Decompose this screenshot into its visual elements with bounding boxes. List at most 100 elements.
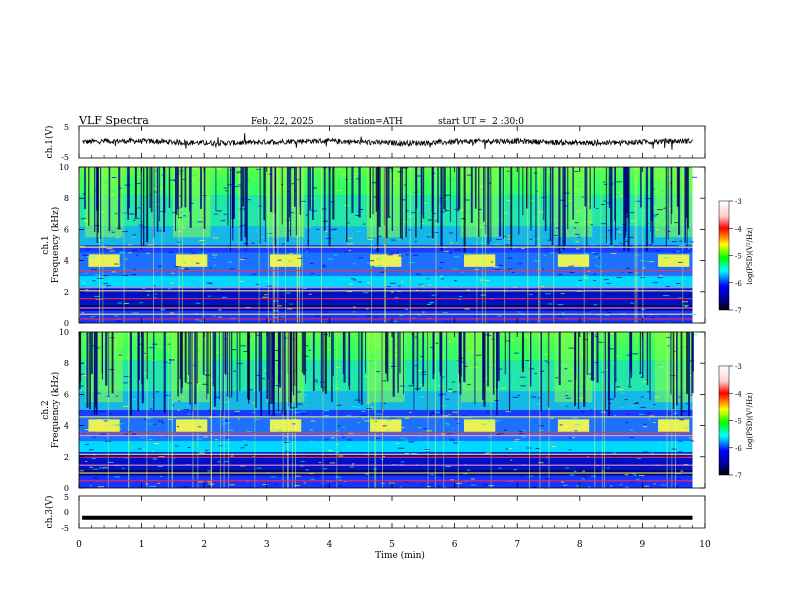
spec-speckle (636, 458, 642, 460)
spec-speckle (399, 486, 402, 488)
spec-speckle (456, 351, 459, 353)
spec-speckle (285, 191, 289, 193)
spec-speckle (467, 384, 471, 386)
spec-speckle (606, 343, 610, 345)
spec-speckle (381, 380, 386, 382)
spec-sferic-dark (456, 167, 458, 242)
spec-speckle (661, 265, 665, 267)
spec-speckle (453, 228, 457, 230)
spec-speckle (540, 268, 545, 270)
spec-speckle (266, 215, 269, 217)
spec-speckle (553, 249, 560, 251)
spec-speckle (446, 424, 451, 426)
spec-sferic-dark (676, 167, 679, 207)
spec-speckle (261, 378, 266, 380)
spec-speckle (225, 436, 231, 438)
spec-speckle (659, 366, 663, 368)
spec-sferic-bright (457, 332, 459, 488)
spec-speckle (660, 188, 663, 190)
spec-speckle (409, 262, 415, 263)
spec-speckle (572, 417, 578, 419)
spec-speckle (256, 334, 261, 336)
spec-sferic-dark (358, 167, 361, 218)
spec-speckle (630, 176, 634, 178)
spec-speckle (454, 385, 460, 387)
spec-speckle (364, 420, 370, 422)
spec-speckle (581, 478, 585, 480)
spec-sferic-bright (238, 167, 240, 323)
spec-burst-patch (658, 419, 690, 432)
spec-speckle (504, 212, 508, 214)
spec-speckle (241, 224, 245, 226)
spec-speckle (466, 174, 473, 176)
spec-speckle (260, 349, 265, 351)
spec-sferic-dark (351, 167, 354, 213)
spec-sferic-dark (140, 167, 142, 250)
spec-speckle (157, 225, 161, 227)
spec-speckle (481, 241, 485, 243)
spec-speckle (618, 351, 622, 353)
spec-speckle (643, 451, 648, 453)
spec-speckle (347, 291, 352, 293)
spec-speckle (620, 173, 626, 174)
spec-burst-patch (557, 419, 590, 432)
spec-speckle (322, 266, 327, 268)
spec-speckle (657, 288, 664, 290)
spec-speckle (606, 202, 611, 204)
spec-speckle (421, 278, 428, 280)
spec-speckle (454, 208, 461, 210)
spec-speckle (372, 180, 379, 182)
spec-speckle (366, 282, 371, 284)
spec-sferic-dark (422, 332, 425, 387)
spec-speckle (293, 411, 300, 413)
spec-speckle (292, 419, 298, 421)
spec-speckle (674, 415, 678, 417)
spec-speckle (442, 405, 447, 407)
spec-speckle (562, 484, 568, 486)
spec-burst-patch (463, 419, 496, 432)
spec-speckle (283, 442, 290, 443)
spec-speckle (118, 321, 123, 323)
spec-speckle (670, 238, 674, 240)
spec-speckle (532, 486, 537, 488)
spec-speckle (484, 459, 487, 461)
spec-sferic-dark (299, 167, 302, 215)
spec-speckle (551, 445, 557, 447)
spec-speckle (89, 404, 93, 406)
spec-speckle (449, 242, 453, 244)
spec-speckle (454, 280, 457, 282)
spec-speckle (505, 410, 511, 412)
spec-speckle (335, 366, 341, 368)
spec-speckle (218, 336, 224, 338)
spec-speckle (251, 355, 256, 357)
spec-sferic-dark (490, 167, 492, 242)
spec-sferic-dark (499, 167, 502, 237)
spec-speckle (135, 207, 141, 209)
spec-speckle (683, 304, 689, 306)
spec-speckle (310, 440, 314, 442)
spec-speckle (168, 288, 172, 290)
spec-speckle (650, 452, 655, 454)
spec-speckle (305, 345, 309, 347)
spec-speckle (275, 359, 279, 361)
spec-speckle (541, 309, 547, 311)
spec-speckle (135, 254, 139, 256)
spec-sferic-dark (224, 332, 227, 374)
spec-speckle (690, 314, 696, 316)
spec-sferic-bright (368, 332, 369, 488)
ytick-label: 10 (59, 328, 69, 337)
spec-speckle (631, 204, 635, 206)
spec-speckle (218, 359, 225, 361)
spec-speckle (535, 190, 539, 192)
spec-tone-line (79, 472, 693, 474)
spec-speckle (594, 336, 599, 337)
spec-speckle (380, 458, 384, 460)
spec-speckle (171, 404, 175, 406)
spec-sferic-dark (189, 332, 191, 405)
spec-speckle (201, 286, 207, 288)
spec-speckle (544, 374, 550, 376)
spec-sferic-bright (529, 332, 530, 488)
spec-speckle (548, 303, 552, 305)
spec-sferic-dark (401, 167, 403, 240)
